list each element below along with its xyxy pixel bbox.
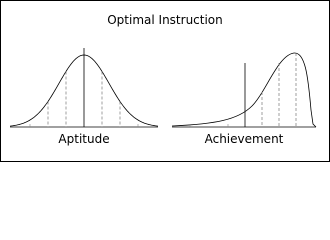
achievement-panel: Achievement	[171, 52, 317, 146]
panel-label: Achievement	[205, 132, 284, 146]
frame	[0, 0, 330, 162]
diagram: Optimal Instruction Aptitude Achievement	[0, 0, 330, 162]
panel-label: Aptitude	[58, 132, 109, 146]
bell-guides	[29, 48, 139, 127]
aptitude-panel: Aptitude	[9, 48, 159, 146]
title: Optimal Instruction	[107, 13, 223, 27]
skewed-curve	[171, 52, 317, 128]
